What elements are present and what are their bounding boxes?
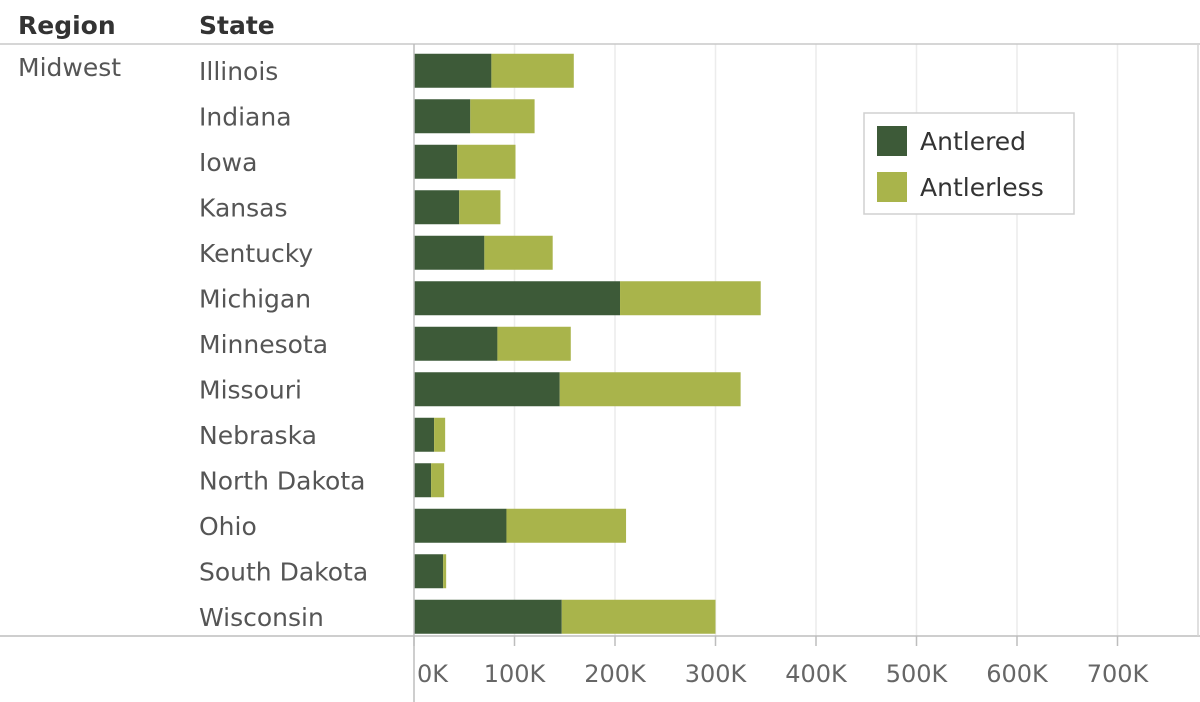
bar-antlerless xyxy=(434,417,446,452)
bar-antlerless xyxy=(620,281,761,316)
bar-antlered xyxy=(414,372,560,407)
bar-antlered xyxy=(414,235,485,270)
state-label: Kentucky xyxy=(199,239,313,268)
bar-antlered xyxy=(414,463,432,498)
bar-antlerless xyxy=(506,508,627,543)
bar-antlered xyxy=(414,599,562,634)
bars xyxy=(414,53,761,634)
x-tick-label: 200K xyxy=(584,660,647,688)
x-tick-label: 300K xyxy=(685,660,748,688)
bar-antlerless xyxy=(497,326,571,361)
x-tick-label: 400K xyxy=(785,660,848,688)
legend-swatch-antlerless xyxy=(877,172,907,202)
legend: Antlered Antlerless xyxy=(863,112,1075,215)
region-label: Midwest xyxy=(18,53,121,82)
state-label: North Dakota xyxy=(199,466,365,495)
x-tick-label: 500K xyxy=(886,660,949,688)
state-label: Illinois xyxy=(199,57,278,86)
state-header: State xyxy=(199,11,275,40)
bar-antlerless xyxy=(561,599,716,634)
state-label: Iowa xyxy=(199,148,257,177)
state-label: Kansas xyxy=(199,193,288,222)
state-label: Nebraska xyxy=(199,421,317,450)
x-axis-ticks: 0K 100K 200K 300K 400K 500K 600K 700K xyxy=(413,636,1150,688)
state-label: South Dakota xyxy=(199,557,368,586)
state-labels: Illinois Indiana Iowa Kansas Kentucky Michiga… xyxy=(199,57,368,632)
state-label: Michigan xyxy=(199,284,311,313)
bar-antlered xyxy=(414,508,507,543)
bar-antlerless xyxy=(457,144,516,179)
legend-swatch-antlered xyxy=(877,126,907,156)
region-header: Region xyxy=(18,11,116,40)
state-label: Indiana xyxy=(199,102,292,131)
legend-label-antlered: Antlered xyxy=(920,127,1026,156)
x-tick-label: 700K xyxy=(1087,660,1150,688)
x-tick-label: 600K xyxy=(986,660,1049,688)
state-label: Minnesota xyxy=(199,330,328,359)
bar-antlered xyxy=(414,554,444,589)
bar-antlerless xyxy=(470,99,535,134)
bar-antlered xyxy=(414,190,460,225)
bar-antlerless xyxy=(559,372,741,407)
bar-antlerless xyxy=(491,53,574,88)
bar-antlered xyxy=(414,144,458,179)
x-tick-label: 100K xyxy=(484,660,547,688)
x-tick-label: 0K xyxy=(417,660,449,688)
bar-antlered xyxy=(414,99,471,134)
legend-label-antlerless: Antlerless xyxy=(920,173,1044,202)
bar-antlerless xyxy=(459,190,501,225)
bar-antlered xyxy=(414,281,621,316)
bar-antlerless xyxy=(484,235,553,270)
state-label: Ohio xyxy=(199,512,257,541)
bar-antlered xyxy=(414,417,435,452)
bar-antlered xyxy=(414,53,492,88)
bar-antlerless xyxy=(431,463,445,498)
state-label: Wisconsin xyxy=(199,603,324,632)
bar-antlered xyxy=(414,326,498,361)
state-label: Missouri xyxy=(199,375,302,404)
bar-antlerless xyxy=(443,554,447,589)
